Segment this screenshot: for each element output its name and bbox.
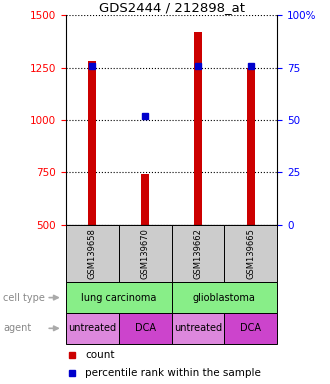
FancyBboxPatch shape <box>172 313 224 344</box>
Text: percentile rank within the sample: percentile rank within the sample <box>85 368 261 378</box>
Text: GSM139662: GSM139662 <box>193 228 203 279</box>
Text: lung carcinoma: lung carcinoma <box>81 293 156 303</box>
Bar <box>247 68 255 225</box>
Bar <box>141 174 149 225</box>
Text: cell type: cell type <box>3 293 45 303</box>
Text: GSM139658: GSM139658 <box>88 228 97 279</box>
FancyBboxPatch shape <box>66 313 119 344</box>
FancyBboxPatch shape <box>66 282 172 313</box>
Bar <box>88 61 96 225</box>
Bar <box>194 32 202 225</box>
FancyBboxPatch shape <box>172 282 277 313</box>
Text: agent: agent <box>3 323 32 333</box>
Text: untreated: untreated <box>174 323 222 333</box>
FancyBboxPatch shape <box>119 225 172 282</box>
Text: GSM139665: GSM139665 <box>246 228 255 279</box>
FancyBboxPatch shape <box>224 225 277 282</box>
Text: DCA: DCA <box>135 323 156 333</box>
FancyBboxPatch shape <box>66 225 119 282</box>
FancyBboxPatch shape <box>224 313 277 344</box>
FancyBboxPatch shape <box>119 313 172 344</box>
Text: GSM139670: GSM139670 <box>141 228 150 279</box>
Text: count: count <box>85 350 115 360</box>
Title: GDS2444 / 212898_at: GDS2444 / 212898_at <box>99 1 245 14</box>
Text: DCA: DCA <box>240 323 261 333</box>
FancyBboxPatch shape <box>172 225 224 282</box>
Text: untreated: untreated <box>68 323 116 333</box>
Text: glioblastoma: glioblastoma <box>193 293 256 303</box>
